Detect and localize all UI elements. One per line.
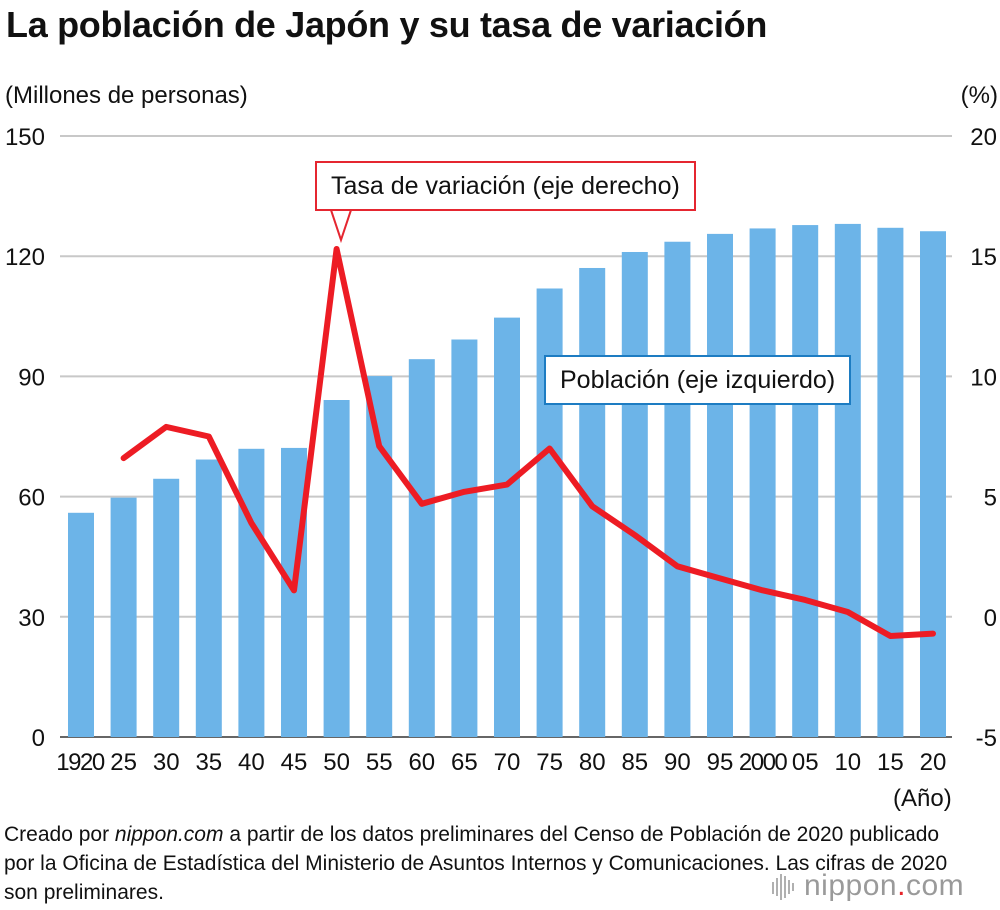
rate-series-line: [120, 245, 936, 640]
x-axis-unit-label: (Año): [893, 785, 952, 812]
population-bar: [494, 317, 520, 737]
population-bar: [749, 228, 776, 737]
population-bar: [792, 225, 819, 737]
caption-rest: a partir de los datos preliminares del C…: [4, 823, 948, 904]
population-bar: [238, 448, 265, 737]
x-tick-label: 70: [494, 749, 521, 776]
y-left-tick-label: 30: [18, 605, 45, 632]
population-bars: [68, 223, 946, 738]
x-tick-label: 75: [536, 749, 563, 776]
y-left-axis-label: (Millones de personas): [5, 82, 248, 109]
y-left-tick-label: 90: [18, 364, 45, 391]
y-left-tick-label: 150: [5, 124, 45, 151]
x-tick-label: 90: [664, 749, 691, 776]
x-tick-label: 05: [792, 749, 819, 776]
x-tick-label: 10: [834, 749, 861, 776]
population-bar: [110, 497, 137, 737]
x-tick-label: 1920: [56, 749, 105, 776]
population-series-callout: Población (eje izquierdo): [544, 355, 852, 405]
x-tick-label: 35: [195, 749, 222, 776]
logo-text: nippon: [804, 869, 898, 902]
x-tick-label: 50: [323, 749, 350, 776]
population-bar: [408, 359, 435, 737]
x-tick-label: 65: [451, 749, 478, 776]
caption-source: nippon.com: [114, 823, 224, 846]
y-right-tick-label: 5: [984, 485, 997, 512]
population-bar: [366, 376, 393, 737]
population-bar: [707, 233, 733, 737]
y-left-tick-label: 0: [32, 725, 45, 752]
population-bar: [834, 223, 861, 738]
population-bar: [153, 478, 180, 737]
y-left-tick-label: 120: [5, 244, 45, 271]
rate-series-callout: Tasa de variación (eje derecho): [315, 161, 696, 211]
rate-line: [120, 245, 936, 640]
population-bar: [621, 251, 648, 738]
x-tick-label: 45: [281, 749, 308, 776]
population-bar: [664, 241, 691, 737]
x-tick-label: 40: [238, 749, 265, 776]
caption-prefix: Creado por: [4, 823, 115, 846]
y-right-tick-label: 15: [970, 244, 997, 271]
x-tick-label: 15: [877, 749, 904, 776]
source-caption: Creado por nippon.com a partir de los da…: [4, 820, 964, 907]
population-bar: [323, 399, 350, 737]
population-bar: [195, 459, 222, 737]
x-tick-label: 30: [153, 749, 180, 776]
x-tick-label: 25: [110, 749, 137, 776]
x-tick-label: 2000: [739, 749, 788, 776]
y-right-tick-label: 20: [970, 124, 997, 151]
population-bar: [451, 339, 478, 737]
y-right-tick-label: -5: [976, 725, 997, 752]
rate-callout-pointer: [329, 206, 353, 244]
chart-title: La población de Japón y su tasa de varia…: [6, 4, 768, 45]
x-tick-label: 80: [579, 749, 606, 776]
population-bar: [920, 231, 946, 737]
x-tick-label: 60: [408, 749, 435, 776]
logo-bars-icon: [772, 874, 794, 901]
logo-suffix: com: [905, 869, 965, 902]
y-right-axis-label: (%): [960, 82, 998, 109]
x-tick-label: 95: [707, 749, 734, 776]
x-tick-label: 20: [920, 749, 947, 776]
y-right-tick-label: 0: [984, 605, 997, 632]
population-bar: [877, 227, 904, 738]
y-right-tick-label: 10: [970, 364, 997, 391]
nippon-logo: nippon.com: [772, 869, 964, 903]
y-left-tick-label: 60: [18, 485, 45, 512]
x-tick-label: 55: [366, 749, 393, 776]
x-tick-label: 85: [621, 749, 648, 776]
population-bar: [68, 512, 94, 737]
